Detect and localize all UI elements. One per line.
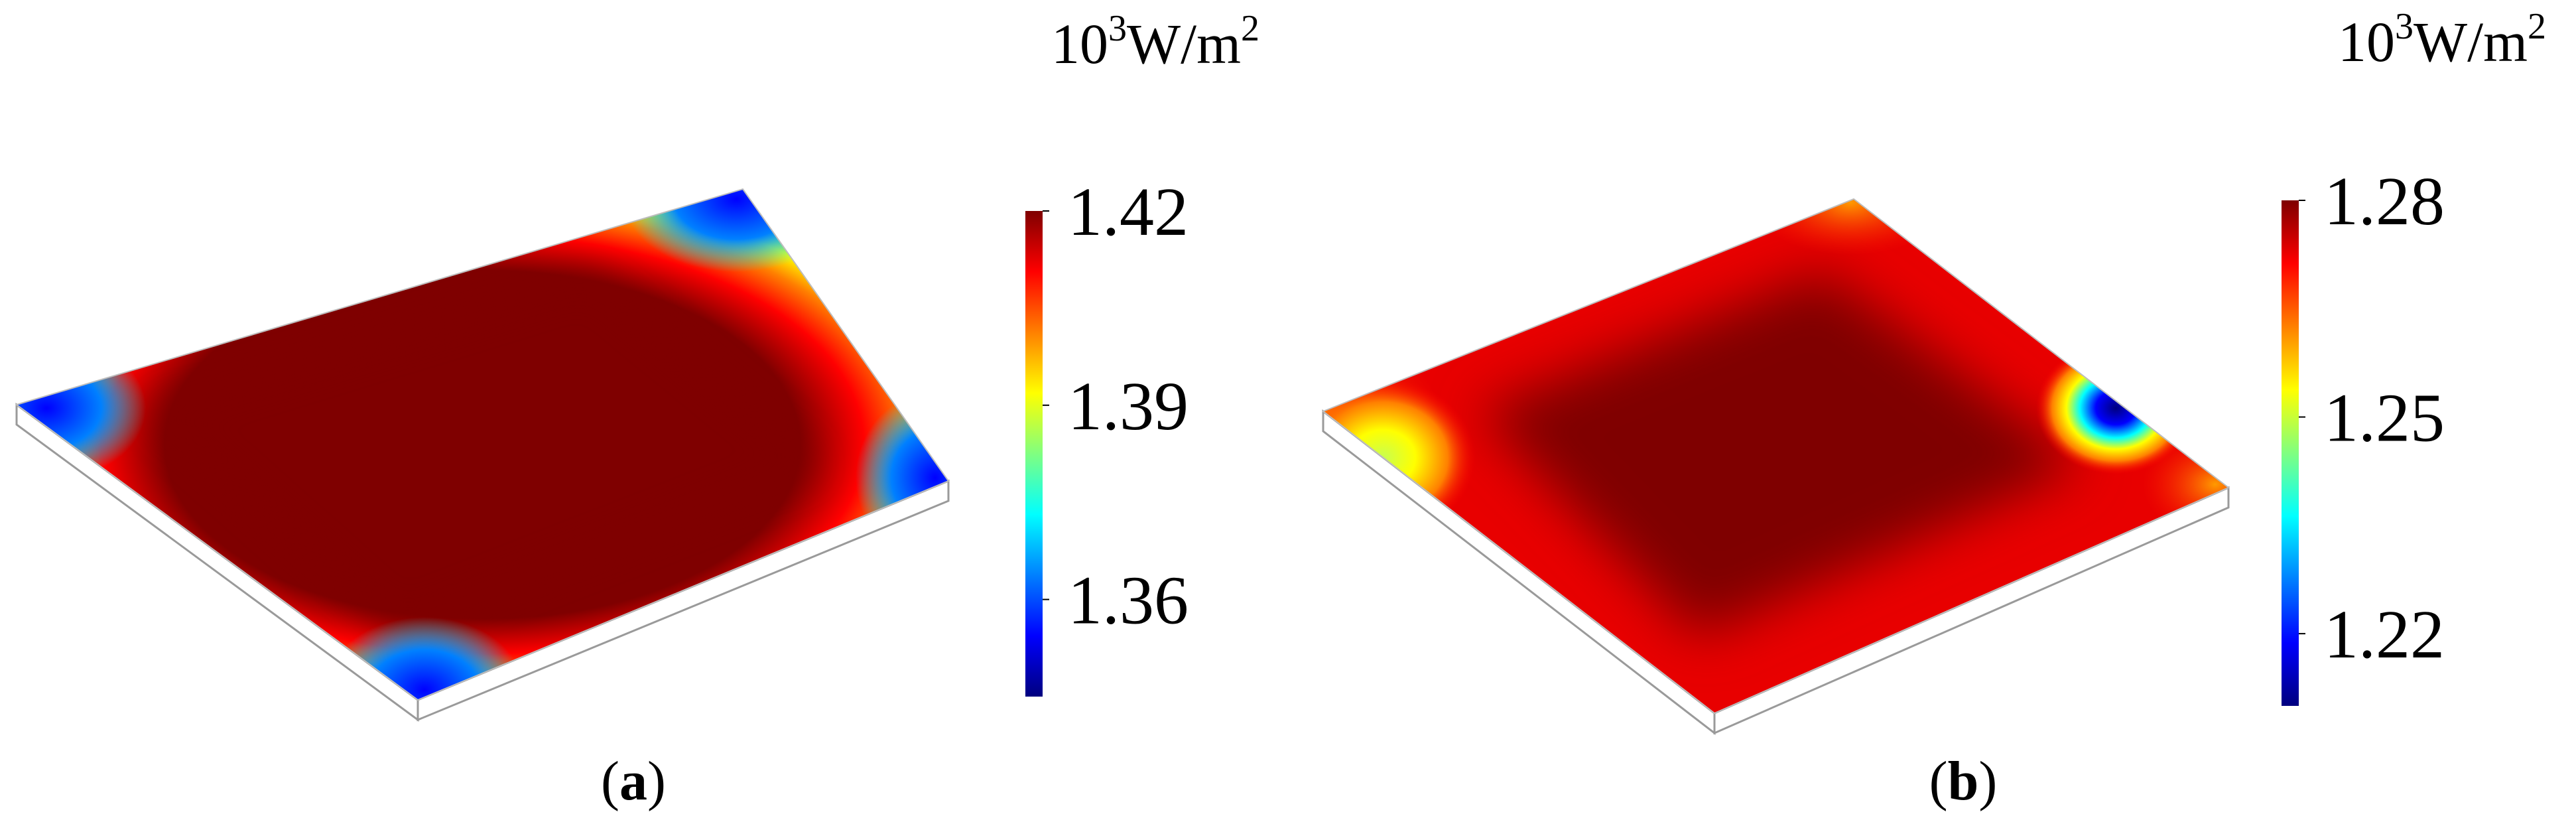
- colorbar-a-bar: [1025, 211, 1043, 697]
- unit-label-b: 103W/m2: [2338, 6, 2546, 74]
- caption-b: (b): [1929, 750, 1998, 812]
- panel-a: 1.42 1.39 1.36 103W/m2 (a): [15, 8, 1259, 812]
- colorbar-tick-label: 1.39: [1068, 368, 1189, 444]
- panel-b: 1.28 1.25 1.22 103W/m2 (b): [1322, 6, 2546, 812]
- colorbar-tick-label: 1.28: [2324, 163, 2445, 239]
- plate-a: [15, 188, 950, 722]
- colorbar-b-bar: [2282, 200, 2299, 706]
- caption-a: (a): [601, 750, 666, 812]
- unit-label-a: 103W/m2: [1051, 8, 1259, 76]
- colorbar-tick-label: 1.22: [2324, 596, 2445, 673]
- colorbar-b-ticks: 1.28 1.25 1.22: [2299, 163, 2445, 673]
- colorbar-tick-label: 1.42: [1068, 174, 1189, 250]
- plate-b: [1322, 198, 2230, 736]
- colorbar-b: 1.28 1.25 1.22: [2282, 163, 2445, 706]
- colorbar-a-ticks: 1.42 1.39 1.36: [1043, 174, 1189, 639]
- colorbar-tick-label: 1.25: [2324, 380, 2445, 456]
- colorbar-a: 1.42 1.39 1.36: [1025, 174, 1189, 697]
- colorbar-tick-label: 1.36: [1068, 563, 1189, 639]
